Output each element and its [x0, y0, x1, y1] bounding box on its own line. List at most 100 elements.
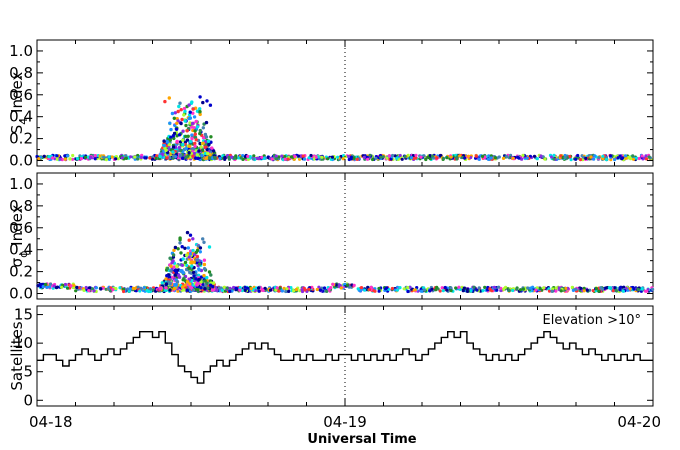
event-point — [165, 266, 170, 271]
data-point — [629, 157, 633, 161]
event-point — [168, 138, 172, 142]
data-point — [409, 156, 414, 160]
event-point — [169, 264, 173, 268]
event-point — [187, 151, 191, 155]
event-point — [175, 280, 180, 284]
data-point — [379, 155, 383, 159]
data-point — [550, 155, 554, 159]
data-point — [275, 286, 279, 290]
data-point — [107, 287, 111, 291]
event-point — [183, 283, 188, 287]
data-point — [535, 157, 539, 161]
event-point — [191, 154, 195, 158]
data-point — [83, 155, 88, 159]
data-point — [511, 288, 515, 293]
data-point — [285, 287, 289, 291]
data-point — [246, 154, 250, 158]
peak-point — [177, 104, 181, 109]
data-point — [220, 288, 224, 292]
data-point — [55, 157, 59, 161]
event-point — [190, 264, 194, 268]
data-point — [623, 154, 628, 158]
data-point — [449, 286, 453, 290]
event-point — [181, 138, 185, 142]
data-point — [640, 287, 644, 291]
data-point — [604, 286, 609, 290]
event-point — [211, 285, 215, 289]
event-point — [211, 281, 216, 285]
data-point — [322, 286, 327, 290]
data-point — [616, 156, 620, 160]
event-point — [164, 148, 168, 152]
event-point — [190, 100, 194, 104]
data-point — [362, 155, 366, 159]
satellites-axis-title: Satellites — [8, 321, 26, 390]
data-point — [111, 288, 115, 292]
data-point — [584, 156, 588, 160]
y-tick-label: 0.0 — [9, 152, 33, 170]
sigma-phi-plot-frame — [36, 172, 654, 300]
data-point — [511, 156, 515, 160]
data-point — [294, 287, 298, 292]
data-point — [325, 289, 329, 293]
data-point — [225, 286, 229, 290]
event-point — [162, 139, 166, 143]
data-point — [239, 156, 243, 160]
data-point — [461, 289, 465, 293]
data-point — [286, 157, 290, 161]
data-point — [54, 286, 59, 290]
event-point — [182, 288, 186, 292]
event-point — [164, 286, 168, 290]
event-point — [193, 132, 197, 136]
event-point — [201, 141, 205, 145]
data-point — [445, 156, 449, 160]
event-point — [171, 145, 176, 149]
s4-y-axis: 0.0 0.2 0.4 0.6 0.8 1.0 — [9, 42, 653, 170]
event-point — [177, 133, 182, 137]
event-point — [169, 127, 173, 132]
event-point — [168, 282, 172, 286]
data-point — [252, 154, 256, 158]
event-point — [206, 139, 211, 143]
sigma-phi-panel: 0.0 0.2 0.4 0.6 0.8 1.0 σϕ Index — [8, 172, 655, 303]
data-point — [256, 286, 261, 290]
data-point — [497, 285, 501, 289]
data-point — [620, 156, 625, 160]
event-point — [185, 129, 189, 133]
data-point — [589, 155, 593, 159]
peak-point — [179, 121, 183, 126]
data-point — [63, 282, 68, 287]
data-point — [278, 286, 282, 290]
peak-point — [195, 248, 200, 253]
event-point — [171, 150, 175, 154]
data-point — [274, 157, 278, 161]
data-point — [385, 156, 389, 160]
data-point — [346, 154, 350, 158]
data-point — [582, 289, 586, 293]
event-point — [186, 134, 190, 138]
event-point — [209, 135, 213, 139]
event-point — [187, 113, 192, 117]
data-point — [486, 157, 491, 161]
data-point — [426, 155, 430, 159]
data-point — [366, 157, 370, 161]
data-point — [518, 288, 523, 292]
peak-point — [201, 100, 205, 105]
data-point — [136, 157, 140, 161]
data-point — [487, 154, 491, 158]
data-point — [501, 156, 506, 160]
data-point — [317, 285, 321, 289]
event-point — [182, 113, 186, 117]
data-point — [532, 154, 537, 158]
data-point — [495, 288, 499, 292]
data-point — [102, 155, 106, 159]
data-point — [634, 156, 639, 160]
event-point — [184, 155, 189, 159]
event-point — [192, 274, 196, 278]
event-point — [189, 252, 193, 256]
data-point — [574, 157, 578, 161]
data-point — [563, 155, 567, 160]
data-point — [406, 289, 410, 294]
data-point — [613, 158, 617, 162]
data-point — [526, 286, 530, 290]
